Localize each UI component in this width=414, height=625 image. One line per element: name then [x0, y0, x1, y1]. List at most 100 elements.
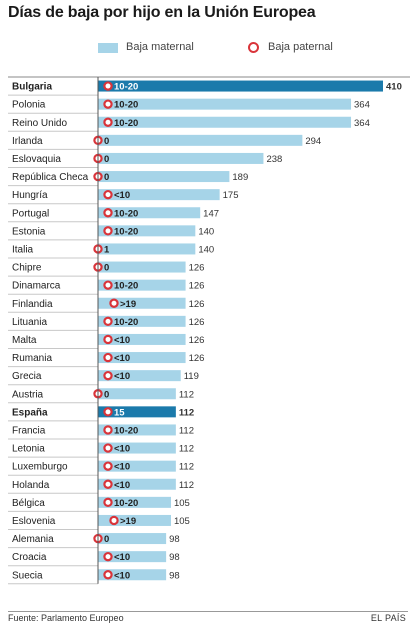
paternal-label: <10 [114, 480, 130, 491]
maternal-bar [98, 406, 176, 418]
value-label: 364 [354, 100, 370, 111]
category-label: Alemania [12, 534, 54, 545]
paternal-label: <10 [114, 353, 130, 364]
maternal-bar [98, 116, 352, 128]
value-label: 119 [184, 371, 199, 382]
category-label: Bulgaria [12, 82, 52, 93]
paternal-label: <10 [114, 371, 130, 382]
paternal-label: 10-20 [114, 100, 138, 111]
maternal-bar [98, 478, 176, 490]
paternal-marker [103, 316, 113, 327]
category-label: Reino Unido [12, 118, 67, 129]
paternal-marker [103, 443, 113, 453]
bar-chart: Bulgaria 410 10-20 Polonia 364 10-20 Reino Uni… [8, 76, 410, 585]
category-label: Chipre [12, 263, 42, 274]
category-label: Eslovenia [12, 516, 56, 527]
value-label: 98 [169, 534, 180, 545]
value-label: 364 [354, 118, 370, 129]
legend-maternal-label: Baja maternal [126, 41, 194, 53]
paternal-marker [103, 81, 113, 91]
category-label: Eslovaquia [12, 154, 61, 165]
paternal-label: <10 [114, 190, 130, 201]
category-label: Holanda [12, 480, 50, 491]
value-label: 105 [174, 498, 190, 509]
value-label: 238 [266, 154, 282, 165]
maternal-bar [98, 261, 186, 273]
paternal-label: >19 [120, 516, 136, 527]
maternal-bar [98, 496, 171, 508]
value-label: 98 [169, 552, 180, 563]
maternal-bar [98, 388, 176, 400]
maternal-bar [98, 189, 220, 201]
value-label: 410 [386, 82, 402, 93]
paternal-label: <10 [114, 444, 130, 455]
value-label: 112 [179, 389, 194, 400]
category-label: Polonia [12, 100, 46, 111]
value-label: 112 [179, 407, 194, 418]
maternal-bar [98, 171, 230, 183]
paternal-label: 15 [114, 407, 125, 418]
maternal-bar [98, 297, 186, 309]
paternal-label: 0 [104, 534, 109, 545]
maternal-bar [98, 424, 176, 436]
brand-logo: EL PAÍS [370, 613, 406, 623]
category-label: España [12, 407, 48, 418]
paternal-marker [103, 407, 113, 417]
category-label: República Checa [12, 172, 89, 183]
legend: Baja maternal Baja paternal [0, 40, 414, 56]
legend-paternal-label: Baja paternal [268, 41, 333, 53]
paternal-marker [103, 479, 113, 489]
paternal-marker [103, 117, 113, 127]
value-label: 126 [189, 317, 205, 328]
category-label: Luxemburgo [12, 462, 68, 473]
maternal-bar [98, 370, 181, 382]
value-label: 294 [305, 136, 321, 147]
category-label: Estonia [12, 226, 46, 237]
value-label: 105 [174, 516, 190, 527]
paternal-label: 0 [104, 389, 109, 400]
value-label: 126 [189, 281, 205, 292]
category-label: Malta [12, 335, 37, 346]
paternal-marker [109, 298, 119, 308]
value-label: 126 [189, 263, 205, 274]
paternal-marker [109, 515, 119, 526]
paternal-marker [103, 334, 113, 345]
paternal-label: 0 [104, 154, 109, 165]
maternal-bar [98, 352, 186, 364]
maternal-bar [98, 442, 176, 454]
maternal-bar [98, 152, 264, 164]
paternal-marker [103, 370, 113, 381]
paternal-label: 10-20 [114, 208, 138, 219]
paternal-label: 10-20 [114, 82, 138, 93]
category-label: Austria [12, 389, 44, 400]
category-label: Irlanda [12, 136, 43, 147]
legend-maternal-swatch [98, 43, 118, 53]
paternal-marker [103, 280, 113, 290]
category-label: Grecia [12, 371, 42, 382]
value-label: 126 [189, 299, 205, 310]
maternal-bar [98, 460, 176, 472]
category-label: Croacia [12, 552, 47, 563]
value-label: 175 [223, 190, 239, 201]
category-label: Letonia [12, 444, 45, 455]
value-label: 126 [189, 353, 205, 364]
paternal-label: 0 [104, 172, 109, 183]
value-label: 112 [179, 425, 194, 436]
maternal-bar [98, 225, 196, 237]
paternal-marker [103, 497, 113, 508]
maternal-bar [98, 551, 167, 563]
value-label: 112 [179, 462, 194, 473]
paternal-marker [103, 461, 113, 471]
maternal-bar [98, 98, 352, 110]
paternal-label: <10 [114, 552, 130, 563]
paternal-marker [103, 99, 113, 109]
paternal-label: 10-20 [114, 425, 138, 436]
paternal-marker [103, 425, 113, 435]
maternal-bar [98, 569, 167, 581]
maternal-bar [98, 333, 186, 345]
category-label: Bélgica [12, 498, 45, 509]
chart-title: Días de baja por hijo en la Unión Europe… [8, 4, 316, 21]
maternal-bar [98, 315, 186, 327]
paternal-label: 10-20 [114, 118, 138, 129]
source-note: Fuente: Parlamento Europeo [8, 613, 124, 623]
